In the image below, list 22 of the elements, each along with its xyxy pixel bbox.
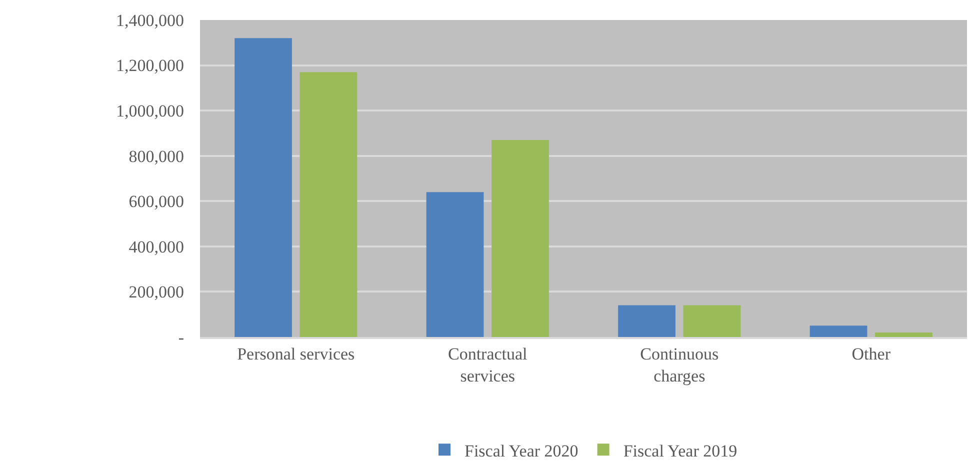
x-tick-label: Other xyxy=(852,344,891,364)
x-tick-label: Continuous charges xyxy=(640,344,719,386)
y-tick-label: 1,000,000 xyxy=(116,102,184,121)
x-tick-label: Contractual services xyxy=(448,344,528,386)
bar xyxy=(234,38,292,337)
y-tick-label: 1,200,000 xyxy=(116,56,184,76)
bar xyxy=(426,192,484,337)
y-tick-label: 800,000 xyxy=(128,146,184,166)
bar xyxy=(875,332,932,337)
y-tick-label: 600,000 xyxy=(128,192,184,212)
y-tick-label: - xyxy=(178,328,184,347)
bar xyxy=(300,72,358,337)
bar xyxy=(492,140,549,337)
legend-label: Fiscal Year 2020 xyxy=(464,441,578,460)
bar xyxy=(618,305,676,337)
bar xyxy=(810,326,868,337)
y-tick-label: 1,400,000 xyxy=(116,10,184,30)
y-tick-label: 200,000 xyxy=(128,282,184,302)
y-tick-label: 400,000 xyxy=(128,237,184,256)
legend-label: Fiscal Year 2019 xyxy=(623,441,738,460)
bar xyxy=(683,305,741,337)
x-tick-label: Personal services xyxy=(237,344,355,364)
